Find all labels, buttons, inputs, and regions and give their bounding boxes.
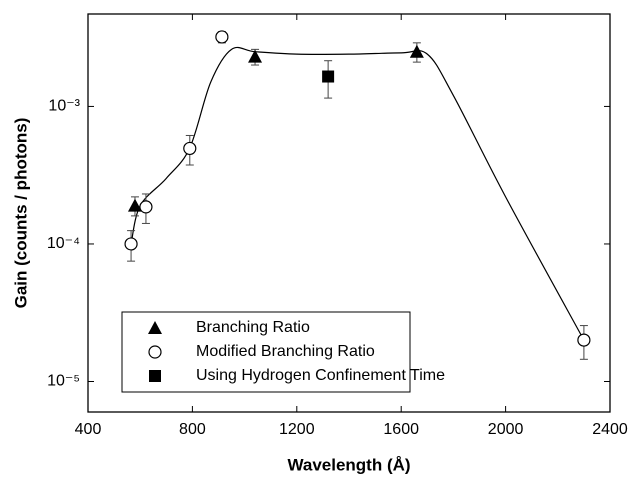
- x-tick-label: 1200: [279, 421, 315, 438]
- data-point: [322, 70, 335, 83]
- legend-label: Modified Branching Ratio: [196, 343, 375, 360]
- legend-label: Branching Ratio: [196, 319, 310, 336]
- data-point: [215, 30, 229, 44]
- data-point: [409, 44, 424, 58]
- x-tick-label: 400: [75, 421, 102, 438]
- fit-curve: [130, 46, 585, 341]
- legend-marker: [149, 370, 161, 382]
- x-tick-label: 2400: [592, 421, 628, 438]
- data-point: [124, 237, 138, 251]
- data-point: [577, 333, 591, 347]
- plot-frame: [87, 13, 611, 413]
- y-tick-label: 10⁻³: [48, 98, 80, 115]
- data-point: [183, 141, 197, 156]
- x-tick-label: 800: [179, 421, 206, 438]
- legend-box: [121, 311, 411, 393]
- x-tick-label: 1600: [383, 421, 419, 438]
- data-point: [139, 200, 153, 214]
- data-point: [127, 198, 142, 212]
- x-tick-label: 2000: [488, 421, 524, 438]
- y-tick-label: 10⁻⁵: [47, 373, 80, 390]
- legend-marker: [148, 321, 162, 334]
- y-axis-label: Gain (counts / photons): [11, 118, 30, 309]
- legend-marker: [148, 345, 162, 359]
- y-tick-label: 10⁻⁴: [47, 235, 80, 252]
- x-axis-label: Wavelength (Å): [287, 455, 410, 474]
- legend-label: Using Hydrogen Confinement Time: [196, 367, 445, 384]
- data-point: [248, 49, 263, 63]
